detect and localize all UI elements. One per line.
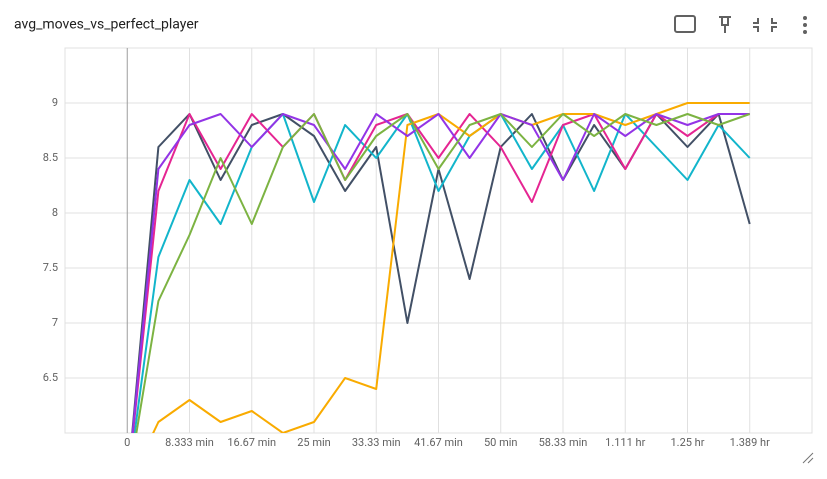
x-tick-label: 58.33 min [539,436,588,449]
x-tick-label: 41.67 min [414,436,463,449]
more-menu-button[interactable] [803,16,807,34]
y-tick-label: 7.5 [43,261,58,274]
series-line [131,113,750,433]
x-tick-label: 1.389 hr [730,436,770,449]
y-tick-label: 6.5 [43,371,58,384]
y-tick-label: 8 [52,206,58,219]
x-tick-label: 25 min [297,436,331,449]
toolbar [674,15,807,34]
series-line [135,113,751,433]
chart-title: avg_moves_vs_perfect_player [14,17,199,33]
x-tick-label: 16.67 min [227,436,276,449]
x-tick-label: 8.333 min [165,436,214,449]
resize-handle[interactable] [802,452,814,464]
pin-button[interactable] [719,16,731,33]
x-tick-label: 1.25 hr [671,436,705,449]
y-tick-label: 8.5 [43,151,58,164]
x-tick-label: 1.111 hr [605,436,645,449]
y-tick-label: 7 [52,316,58,329]
x-tick-label: 0 [124,436,130,449]
collapse-button[interactable] [753,18,777,32]
x-tick-label: 33.33 min [352,436,401,449]
series-line [133,113,751,433]
fit-domain-button[interactable] [674,15,696,33]
y-tick-label: 9 [52,96,58,109]
x-tick-label: 50 min [484,436,518,449]
